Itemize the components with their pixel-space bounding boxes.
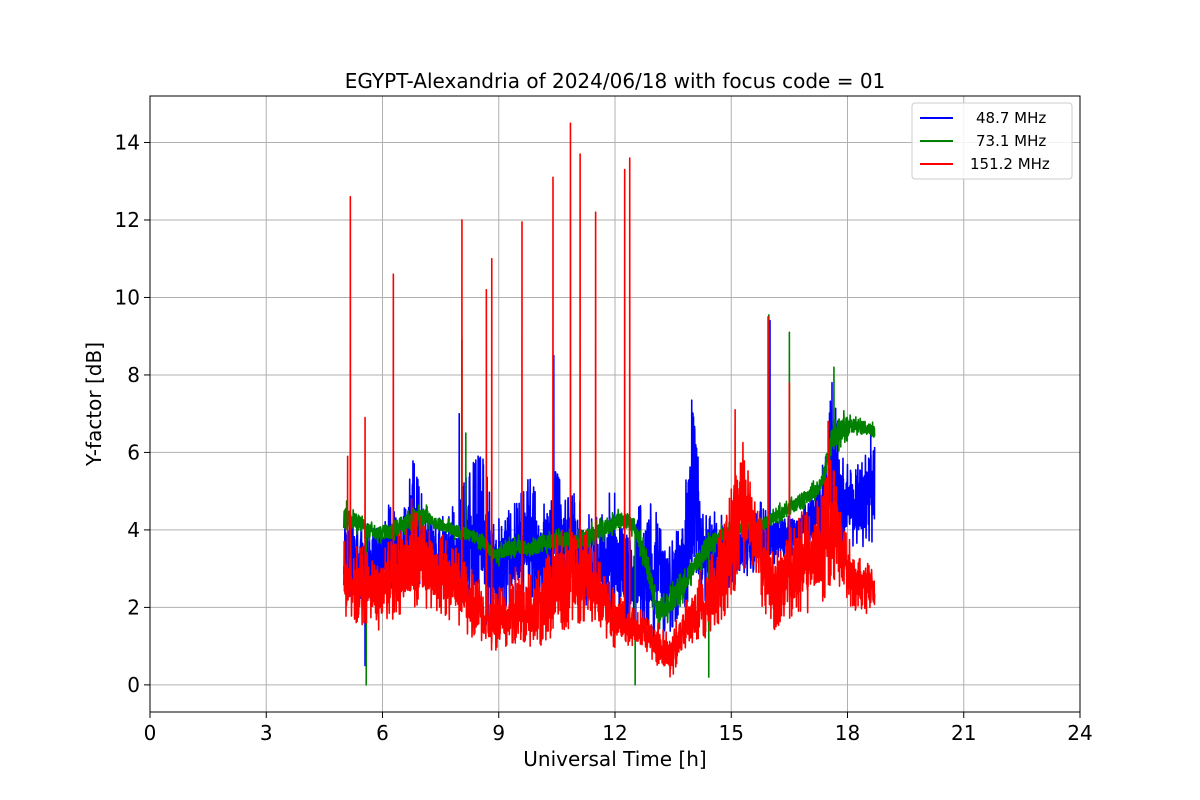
x-tick-label: 3 bbox=[260, 721, 273, 745]
series-lines bbox=[342, 122, 876, 686]
x-tick-label: 12 bbox=[602, 721, 627, 745]
y-axis-label: Y-factor [dB] bbox=[82, 342, 106, 467]
legend-label-48-7: 48.7 MHz bbox=[976, 109, 1046, 127]
x-tick-label: 0 bbox=[144, 721, 157, 745]
y-tick-label: 6 bbox=[127, 440, 140, 464]
y-tick-label: 8 bbox=[127, 363, 140, 387]
x-tick-label: 21 bbox=[951, 721, 976, 745]
series-line-151-2-mhz bbox=[342, 122, 876, 678]
x-tick-label: 24 bbox=[1067, 721, 1092, 745]
legend: 48.7 MHz 73.1 MHz 151.2 MHz bbox=[911, 102, 1073, 180]
series-line-73-1-mhz bbox=[342, 314, 876, 686]
x-tick-label: 18 bbox=[835, 721, 860, 745]
legend-label-73-1: 73.1 MHz bbox=[976, 132, 1046, 150]
y-tick-label: 12 bbox=[115, 208, 140, 232]
y-tick-label: 2 bbox=[127, 595, 140, 619]
x-axis-label: Universal Time [h] bbox=[523, 747, 706, 771]
legend-label-151-2: 151.2 MHz bbox=[970, 155, 1050, 173]
legend-box bbox=[911, 102, 1073, 180]
x-tick-label: 15 bbox=[719, 721, 744, 745]
chart-title: EGYPT-Alexandria of 2024/06/18 with focu… bbox=[345, 69, 886, 93]
x-tick-label: 6 bbox=[376, 721, 389, 745]
y-tick-label: 0 bbox=[127, 673, 140, 697]
y-tick-label: 10 bbox=[115, 285, 140, 309]
y-tick-label: 14 bbox=[115, 130, 140, 154]
y-tick-label: 4 bbox=[127, 518, 140, 542]
x-tick-label: 9 bbox=[492, 721, 505, 745]
grid-lines bbox=[149, 96, 1081, 712]
